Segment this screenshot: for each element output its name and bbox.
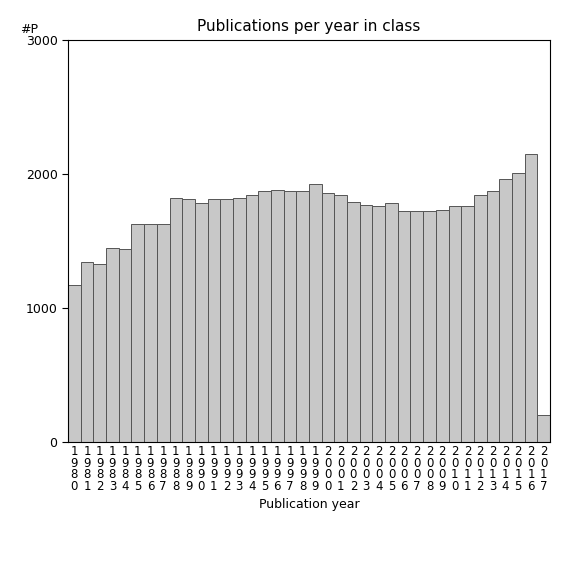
Bar xyxy=(524,154,538,442)
Bar xyxy=(398,211,411,442)
Bar xyxy=(538,416,550,442)
Bar xyxy=(81,263,94,442)
Bar xyxy=(119,249,132,442)
Bar xyxy=(512,172,524,442)
Bar xyxy=(335,194,347,442)
Bar xyxy=(423,211,436,442)
Bar xyxy=(271,190,284,442)
Y-axis label: #P: #P xyxy=(20,23,39,36)
Bar xyxy=(474,196,486,442)
X-axis label: Publication year: Publication year xyxy=(259,498,359,511)
Bar xyxy=(359,205,373,442)
Bar xyxy=(284,191,297,442)
Bar xyxy=(144,224,157,442)
Title: Publications per year in class: Publications per year in class xyxy=(197,19,421,35)
Bar xyxy=(132,224,144,442)
Bar xyxy=(461,206,474,442)
Bar xyxy=(347,202,359,442)
Bar xyxy=(68,285,81,442)
Bar xyxy=(94,264,106,442)
Bar xyxy=(385,203,398,442)
Bar xyxy=(309,184,321,442)
Bar xyxy=(195,204,208,442)
Bar xyxy=(500,179,512,442)
Bar xyxy=(486,191,500,442)
Bar xyxy=(246,196,259,442)
Bar xyxy=(436,210,448,442)
Bar xyxy=(106,248,119,442)
Bar xyxy=(220,200,233,442)
Bar xyxy=(259,191,271,442)
Bar xyxy=(157,224,170,442)
Bar xyxy=(297,191,309,442)
Bar xyxy=(233,198,246,442)
Bar xyxy=(411,211,423,442)
Bar xyxy=(182,200,195,442)
Bar xyxy=(321,193,335,442)
Bar xyxy=(170,198,182,442)
Bar xyxy=(373,206,385,442)
Bar xyxy=(208,200,220,442)
Bar xyxy=(448,206,461,442)
